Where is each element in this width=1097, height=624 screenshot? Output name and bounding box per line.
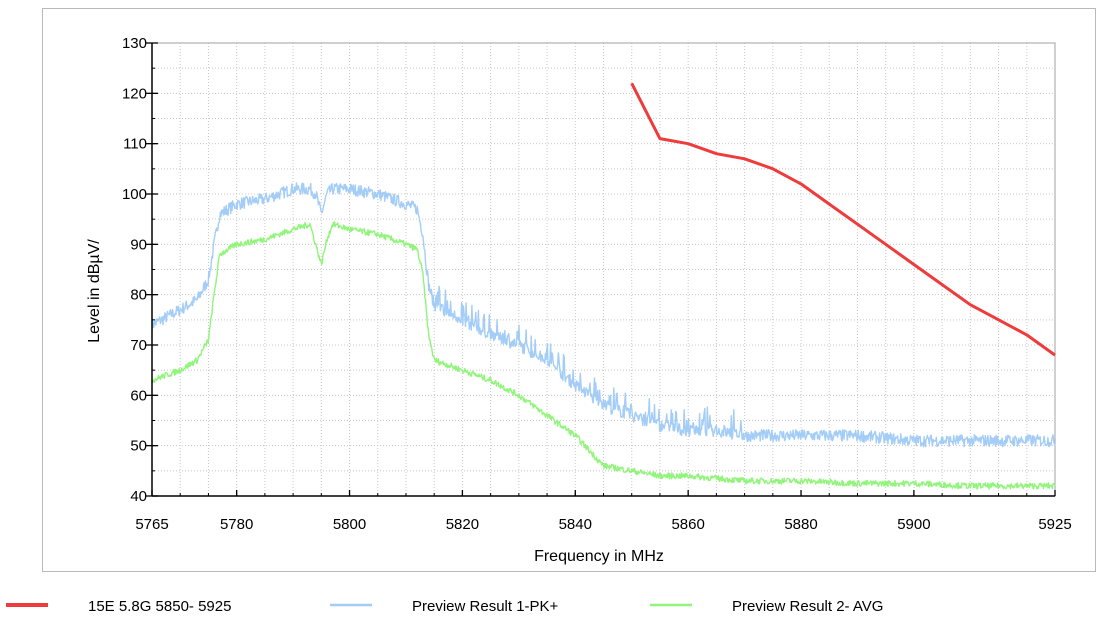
series-line-2 bbox=[151, 221, 1056, 490]
legend: 15E 5.8G 5850- 5925 Preview Result 1-PK+ P… bbox=[6, 598, 883, 615]
y-tick-label: 130 bbox=[122, 35, 147, 52]
y-tick-label: 40 bbox=[130, 488, 147, 505]
y-tick-label: 80 bbox=[130, 287, 147, 304]
y-tick-label: 70 bbox=[130, 337, 147, 354]
legend-label: Preview Result 2- AVG bbox=[732, 598, 883, 615]
x-tick-label: 5900 bbox=[897, 516, 930, 533]
y-tick-label: 50 bbox=[130, 438, 147, 455]
x-tick-label: 5860 bbox=[671, 516, 704, 533]
x-tick-label: 5800 bbox=[333, 516, 366, 533]
axis-layer: 5765 5780 5800 5820 5840 5860 5880 5900 5925 40 50… bbox=[122, 35, 1072, 533]
x-tick-label: 5820 bbox=[446, 516, 479, 533]
y-axis-title: Level in dBµV/ bbox=[86, 239, 103, 343]
y-tick-label: 90 bbox=[130, 236, 147, 253]
legend-item: 15E 5.8G 5850- 5925 bbox=[6, 598, 231, 615]
x-tick-label: 5880 bbox=[784, 516, 817, 533]
y-tick-label: 120 bbox=[122, 85, 147, 102]
y-tick-label: 60 bbox=[130, 387, 147, 404]
x-tick-label: 5925 bbox=[1038, 516, 1071, 533]
y-tick-label: 100 bbox=[122, 186, 147, 203]
series-line-0 bbox=[630, 82, 1056, 357]
legend-item: Preview Result 1-PK+ bbox=[330, 598, 559, 615]
series-line-1 bbox=[151, 182, 1056, 448]
legend-label: 15E 5.8G 5850- 5925 bbox=[88, 598, 231, 615]
x-tick-label: 5780 bbox=[220, 516, 253, 533]
x-axis-title: Frequency in MHz bbox=[534, 548, 664, 565]
chart-frame bbox=[42, 8, 1096, 572]
y-tick-label: 110 bbox=[123, 136, 147, 153]
x-tick-label: 5840 bbox=[559, 516, 592, 533]
legend-item: Preview Result 2- AVG bbox=[650, 598, 883, 615]
legend-label: Preview Result 1-PK+ bbox=[412, 598, 559, 615]
series-layer bbox=[151, 82, 1056, 490]
x-tick-label: 5765 bbox=[135, 516, 168, 533]
